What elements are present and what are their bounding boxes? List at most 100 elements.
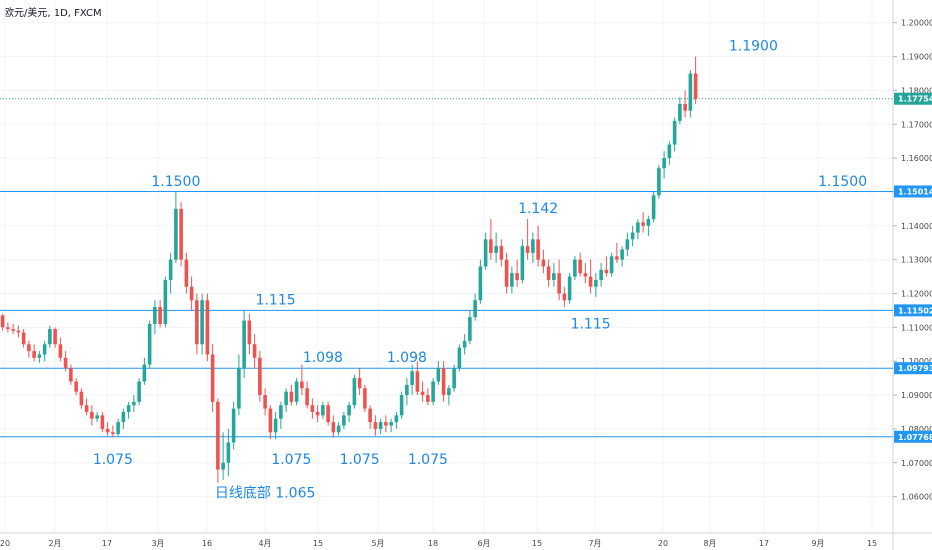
candle-body[interactable] [153,307,157,324]
candle-body[interactable] [116,422,120,434]
candle-body[interactable] [441,367,446,396]
candle-body[interactable] [105,428,110,433]
candle-body[interactable] [688,73,693,111]
candle-body[interactable] [525,246,530,253]
candle-body[interactable] [11,329,15,331]
candle-body[interactable] [352,378,357,406]
candle-body[interactable] [583,273,588,277]
candle-body[interactable] [168,259,173,280]
candle-body[interactable] [27,344,31,352]
candle-body[interactable] [321,405,325,416]
candle-body[interactable] [237,367,241,409]
candle-body[interactable] [252,344,257,358]
candle-body[interactable] [504,259,509,287]
candle-body[interactable] [95,415,99,419]
candle-body[interactable] [557,273,561,294]
candle-body[interactable] [205,300,210,355]
candle-body[interactable] [242,320,246,368]
candle-body[interactable] [389,422,393,426]
candle-body[interactable] [326,405,330,423]
candle-body[interactable] [58,344,63,358]
candle-body[interactable] [636,222,640,233]
candle-body[interactable] [567,276,572,301]
candle-body[interactable] [410,371,414,385]
candle-body[interactable] [510,273,514,287]
candle-body[interactable] [457,347,462,368]
candle-body[interactable] [247,320,252,345]
candle-body[interactable] [588,276,593,287]
candle-body[interactable] [0,315,5,328]
candle-body[interactable] [310,405,315,412]
candle-body[interactable] [431,381,435,402]
candle-body[interactable] [363,388,367,409]
candle-body[interactable] [662,158,666,169]
candle-body[interactable] [6,327,10,330]
candle-body[interactable] [615,256,619,260]
candle-body[interactable] [620,249,624,260]
candle-body[interactable] [226,442,231,463]
candle-body[interactable] [48,329,52,345]
candle-body[interactable] [499,246,504,260]
candle-body[interactable] [315,411,320,416]
candle-body[interactable] [478,266,483,301]
candle-body[interactable] [37,354,42,358]
candle-body[interactable] [294,381,299,402]
candle-body[interactable] [447,388,451,396]
candle-body[interactable] [121,411,126,423]
candle-body[interactable] [368,408,372,423]
candle-body[interactable] [200,300,204,345]
candle-body[interactable] [552,273,556,280]
candle-body[interactable] [347,405,351,416]
candle-body[interactable] [279,405,283,419]
candle-body[interactable] [420,391,425,396]
candle-body[interactable] [158,307,162,324]
candle-body[interactable] [137,381,141,402]
candle-body[interactable] [331,422,336,433]
candle-body[interactable] [53,329,57,345]
candle-body[interactable] [599,269,603,280]
candle-body[interactable] [336,425,341,433]
candle-body[interactable] [74,381,78,392]
candle-body[interactable] [195,300,199,345]
candle-body[interactable] [630,232,635,240]
candle-body[interactable] [483,239,488,267]
candle-body[interactable] [32,351,36,358]
candle-body[interactable] [210,354,215,402]
candle-body[interactable] [373,422,378,429]
candle-body[interactable] [641,222,645,226]
candle-body[interactable] [378,422,383,429]
candle-body[interactable] [604,269,609,274]
candle-body[interactable] [21,332,26,345]
candle-body[interactable] [90,411,94,419]
candle-body[interactable] [672,120,677,145]
candle-body[interactable] [394,415,399,423]
candle-body[interactable] [405,384,409,396]
candle-body[interactable] [515,273,519,280]
candle-body[interactable] [683,103,687,111]
candle-body[interactable] [594,279,598,287]
candle-body[interactable] [305,388,309,406]
candle-body[interactable] [263,395,267,409]
candle-body[interactable] [16,330,21,333]
candle-body[interactable] [415,371,420,392]
candle-body[interactable] [646,219,651,226]
candle-body[interactable] [221,462,225,470]
candle-body[interactable] [468,317,472,341]
candle-body[interactable] [531,239,535,253]
candle-body[interactable] [399,395,404,416]
candle-body[interactable] [625,239,630,250]
candle-body[interactable] [184,259,189,287]
candle-body[interactable] [179,208,183,260]
candle-body[interactable] [462,340,467,348]
candle-body[interactable] [174,208,178,260]
candle-body[interactable] [289,391,294,402]
candle-body[interactable] [268,408,273,433]
candle-body[interactable] [473,300,477,318]
candle-body[interactable] [452,367,456,389]
candle-body[interactable] [142,364,147,382]
candle-body[interactable] [284,391,288,406]
candle-body[interactable] [84,405,89,412]
candle-body[interactable] [163,279,168,324]
candle-body[interactable] [678,103,682,121]
